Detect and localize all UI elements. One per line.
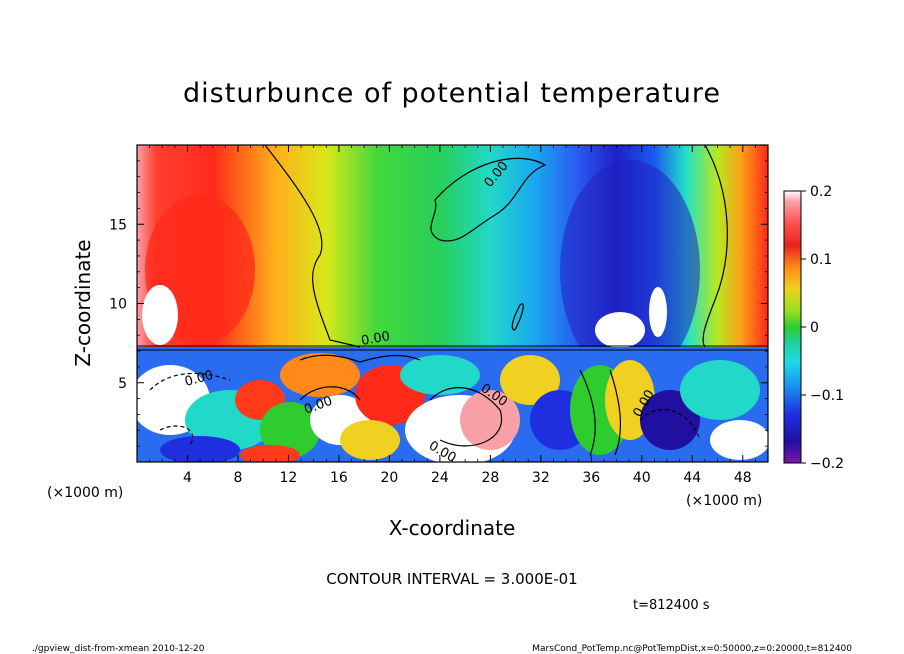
x-unit-left: (×1000 m) xyxy=(47,485,123,501)
footer-left: ./gpview_dist-from-xmean 2010-12-20 xyxy=(32,644,205,654)
x-tick-label: 16 xyxy=(330,470,348,486)
colorbar-tick-label: 0 xyxy=(810,320,819,336)
x-tick-label: 8 xyxy=(233,470,242,486)
warm-core-left xyxy=(142,285,178,345)
colorbar-tick-label: 0.2 xyxy=(810,184,832,200)
x-axis-label: X-coordinate xyxy=(389,516,516,540)
y-tick-label: 5 xyxy=(118,376,127,392)
contour-label: 0.00 xyxy=(360,329,391,349)
x-tick-label: 44 xyxy=(683,470,701,486)
x-tick-label: 12 xyxy=(280,470,298,486)
colorbar-tick-label: −0.2 xyxy=(810,456,844,472)
x-tick-label: 40 xyxy=(633,470,651,486)
contour-lines xyxy=(137,145,768,456)
x-tick-label: 36 xyxy=(582,470,600,486)
x-tick-label: 4 xyxy=(183,470,192,486)
y-axis-label: Z-coordinate xyxy=(71,239,95,366)
contour-interval: CONTOUR INTERVAL = 3.000E-01 xyxy=(326,570,577,588)
footer-right: MarsCond_PotTemp.nc@PotTempDist,x=0:5000… xyxy=(532,644,852,654)
y-tick-label: 15 xyxy=(109,217,127,233)
x-tick-label: 20 xyxy=(380,470,398,486)
plot-area: 0.00 0.00 0.00 0.00 0.00 0.00 0.00 xyxy=(137,145,768,462)
colorbar-tick-label: 0.1 xyxy=(810,252,832,268)
x-tick-label: 28 xyxy=(481,470,499,486)
colorbar-tick-label: −0.1 xyxy=(810,388,844,404)
y-axis: 5 10 15 xyxy=(109,160,768,447)
time-label: t=812400 s xyxy=(633,598,710,613)
y-tick-label: 10 xyxy=(109,297,127,313)
x-tick-label: 32 xyxy=(532,470,550,486)
colorbar-ticks: 0.2 0.1 0 −0.1 −0.2 xyxy=(801,184,844,472)
chart-title: disturbunce of potential temperature xyxy=(183,78,721,109)
lower-layer-blobs xyxy=(137,353,768,462)
cold-core-1 xyxy=(595,312,645,348)
x-tick-label: 48 xyxy=(734,470,752,486)
cold-core-2 xyxy=(649,287,667,337)
x-unit-right: (×1000 m) xyxy=(686,493,762,509)
x-axis: 4 8 12 16 20 24 28 32 36 40 44 48 xyxy=(149,145,756,486)
contour-label: 0.00 xyxy=(183,368,215,390)
x-tick-label: 24 xyxy=(431,470,449,486)
colorbar xyxy=(783,190,802,464)
